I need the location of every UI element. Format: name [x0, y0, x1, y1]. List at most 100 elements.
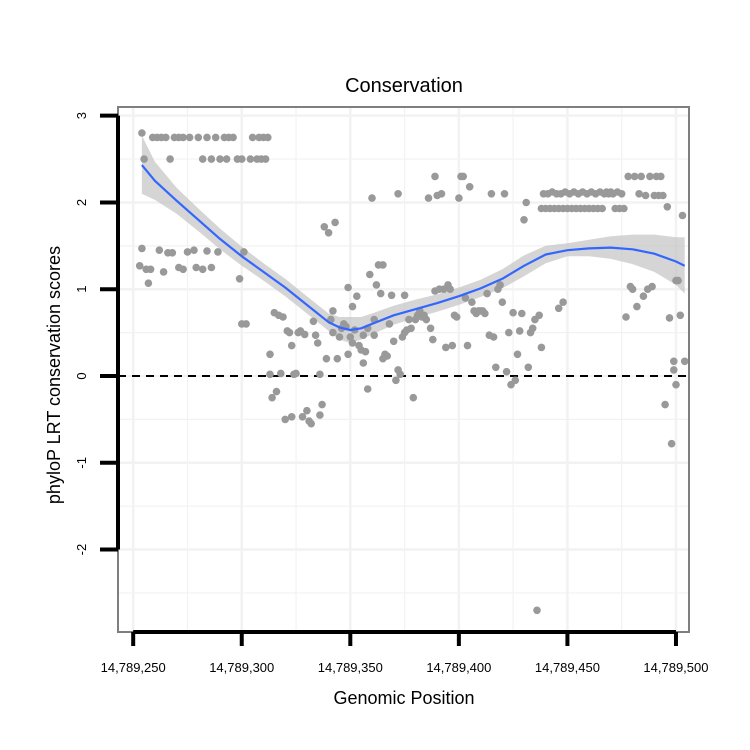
data-point	[617, 190, 626, 198]
data-point	[248, 133, 257, 142]
data-point	[663, 203, 672, 211]
data-point	[465, 183, 474, 191]
scatter-points	[135, 129, 689, 615]
data-point	[405, 315, 413, 324]
x-tick-label: 14,789,350	[318, 660, 383, 675]
data-point	[346, 333, 355, 341]
data-point	[661, 400, 669, 409]
plot-panel	[117, 106, 690, 633]
data-point	[515, 327, 524, 335]
data-point	[635, 190, 643, 198]
data-point	[628, 285, 637, 294]
data-point	[333, 354, 342, 363]
data-point	[211, 133, 220, 142]
data-point	[533, 606, 541, 615]
gridlines	[118, 107, 689, 632]
data-point	[313, 339, 322, 347]
data-point	[311, 331, 320, 340]
data-point	[279, 313, 287, 321]
data-point	[646, 172, 654, 181]
data-point	[287, 341, 296, 350]
data-point	[353, 292, 361, 301]
x-axis-label: Genomic Position	[333, 688, 474, 708]
data-point	[329, 328, 337, 337]
data-point	[268, 393, 276, 402]
data-point	[667, 439, 676, 448]
data-point	[385, 320, 394, 328]
data-point	[459, 172, 468, 181]
data-point	[272, 387, 281, 396]
data-point	[379, 261, 387, 269]
data-point	[329, 307, 337, 315]
data-point	[676, 311, 685, 320]
data-point	[207, 155, 216, 163]
data-point	[242, 320, 250, 328]
data-point	[376, 289, 385, 298]
data-point	[331, 218, 339, 227]
data-point	[335, 333, 344, 341]
y-tick-label: 0	[74, 372, 89, 379]
data-point	[183, 248, 192, 256]
data-point	[203, 247, 211, 255]
data-point	[426, 324, 435, 333]
data-point	[648, 282, 656, 291]
data-point	[146, 265, 155, 274]
data-point	[266, 370, 274, 379]
data-point	[496, 281, 504, 289]
data-point	[524, 363, 533, 372]
data-point	[622, 313, 630, 321]
x-tick-label: 14,789,450	[535, 660, 600, 675]
data-point	[396, 370, 405, 379]
data-point	[140, 155, 148, 163]
x-axis: 14,789,250 14,789,300 14,789,350 14,789,400…	[101, 630, 709, 675]
y-axis-label: phyloP LRT conservation scores	[44, 246, 64, 504]
data-point	[322, 354, 331, 363]
y-tick-label: 3	[74, 112, 89, 119]
data-point	[641, 191, 650, 200]
data-point	[511, 376, 520, 385]
data-point	[422, 315, 431, 324]
data-point	[144, 279, 153, 288]
x-tick-label: 14,789,250	[101, 660, 166, 675]
data-point	[316, 411, 324, 419]
data-point	[287, 413, 296, 421]
data-point	[179, 265, 187, 274]
data-point	[194, 133, 203, 142]
data-point	[320, 223, 329, 231]
data-point	[292, 369, 300, 378]
data-point	[463, 341, 472, 350]
data-point	[303, 406, 311, 415]
data-point	[135, 262, 144, 270]
x-tick-label: 14,789,300	[209, 660, 274, 675]
data-point	[216, 155, 224, 163]
data-point	[522, 198, 530, 207]
data-point	[281, 415, 290, 424]
data-point	[657, 172, 665, 181]
data-point	[680, 357, 689, 366]
data-point	[316, 370, 324, 379]
data-point	[498, 298, 507, 307]
data-point	[238, 155, 246, 163]
data-point	[489, 333, 498, 341]
data-point	[198, 265, 207, 274]
data-point	[455, 194, 463, 202]
data-point	[261, 155, 270, 163]
data-point	[359, 359, 368, 367]
confidence-band	[141, 135, 685, 343]
data-point	[348, 339, 357, 347]
data-point	[554, 304, 563, 313]
data-point	[537, 343, 546, 352]
data-point	[481, 309, 489, 318]
data-point	[665, 314, 674, 322]
data-point	[372, 281, 381, 289]
data-point	[670, 357, 678, 366]
data-point	[468, 298, 476, 307]
data-point	[222, 155, 231, 163]
data-point	[461, 294, 470, 302]
data-point	[246, 155, 255, 163]
data-point	[168, 249, 177, 257]
data-point	[620, 204, 628, 213]
data-point	[298, 413, 307, 421]
data-point	[159, 268, 168, 276]
